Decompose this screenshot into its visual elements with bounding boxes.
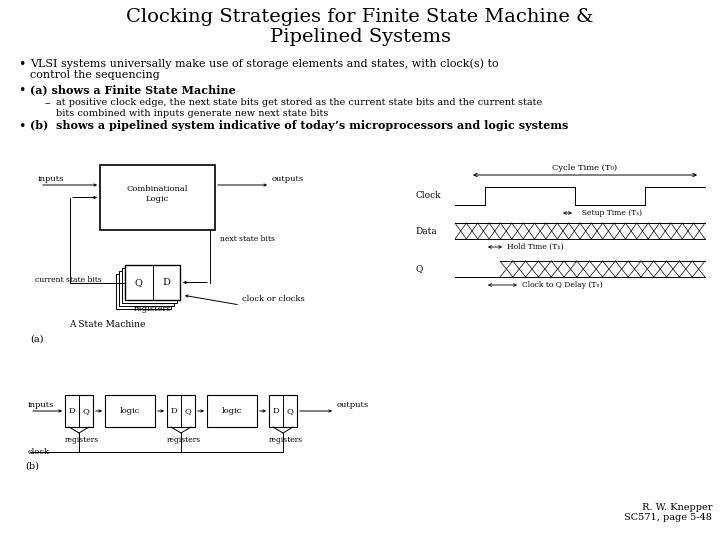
- Text: Pipelined Systems: Pipelined Systems: [269, 28, 451, 46]
- Text: Clock: Clock: [415, 192, 441, 200]
- Text: D: D: [68, 407, 76, 415]
- Bar: [207, 395, 257, 427]
- Text: control the sequencing: control the sequencing: [30, 70, 160, 80]
- Text: Clock to Q Delay (Tₙ): Clock to Q Delay (Tₙ): [522, 281, 603, 289]
- Text: Clocking Strategies for Finite State Machine &: Clocking Strategies for Finite State Mac…: [126, 8, 594, 26]
- Text: Q: Q: [83, 407, 89, 415]
- Text: clock or clocks: clock or clocks: [242, 295, 305, 303]
- Text: A State Machine: A State Machine: [69, 320, 145, 329]
- Text: registers: registers: [65, 436, 99, 444]
- Text: •: •: [18, 84, 25, 97]
- Text: D: D: [162, 278, 170, 287]
- Text: Logic: Logic: [146, 195, 169, 203]
- Text: Q: Q: [184, 407, 192, 415]
- Text: outputs: outputs: [272, 175, 304, 183]
- Text: Q: Q: [135, 278, 143, 287]
- Text: (b)  shows a pipelined system indicative of today’s microprocessors and logic sy: (b) shows a pipelined system indicative …: [30, 120, 568, 131]
- Text: inputs: inputs: [28, 401, 55, 409]
- Bar: [100, 165, 215, 230]
- Text: Q: Q: [415, 265, 423, 273]
- Bar: [116, 274, 171, 309]
- Text: registers: registers: [167, 436, 201, 444]
- Text: logic: logic: [120, 407, 140, 415]
- Text: Setup Time (Tₛ): Setup Time (Tₛ): [577, 209, 642, 217]
- Bar: [119, 271, 174, 306]
- Text: (b): (b): [25, 462, 39, 471]
- Text: registers: registers: [134, 305, 171, 313]
- Text: Hold Time (Tₕ): Hold Time (Tₕ): [507, 243, 564, 251]
- Text: bits combined with inputs generate new next state bits: bits combined with inputs generate new n…: [56, 109, 328, 118]
- Text: Cycle Time (T₀): Cycle Time (T₀): [552, 164, 618, 172]
- Text: D: D: [171, 407, 177, 415]
- Text: Combinational: Combinational: [127, 185, 188, 193]
- Text: registers: registers: [269, 436, 303, 444]
- Bar: [105, 395, 155, 427]
- Bar: [65, 395, 93, 427]
- Text: next state bits: next state bits: [220, 235, 275, 243]
- Text: (a) shows a Finite State Machine: (a) shows a Finite State Machine: [30, 84, 235, 95]
- Text: Data: Data: [415, 226, 437, 235]
- Text: logic: logic: [222, 407, 242, 415]
- Text: R. W. Knepper
SC571, page 5-48: R. W. Knepper SC571, page 5-48: [624, 503, 712, 522]
- Text: clock: clock: [28, 448, 50, 456]
- Text: •: •: [18, 120, 25, 133]
- Bar: [125, 265, 180, 300]
- Text: outputs: outputs: [337, 401, 369, 409]
- Text: •: •: [18, 58, 25, 71]
- Bar: [269, 395, 297, 427]
- Bar: [167, 395, 195, 427]
- Text: inputs: inputs: [38, 175, 64, 183]
- Text: –: –: [45, 98, 50, 108]
- Text: current state bits: current state bits: [35, 276, 102, 284]
- Text: Q: Q: [287, 407, 294, 415]
- Text: D: D: [273, 407, 279, 415]
- Text: at positive clock edge, the next state bits get stored as the current state bits: at positive clock edge, the next state b…: [56, 98, 542, 107]
- Text: (a): (a): [30, 335, 43, 344]
- Text: VLSI systems universally make use of storage elements and states, with clock(s) : VLSI systems universally make use of sto…: [30, 58, 499, 69]
- Bar: [122, 268, 177, 303]
